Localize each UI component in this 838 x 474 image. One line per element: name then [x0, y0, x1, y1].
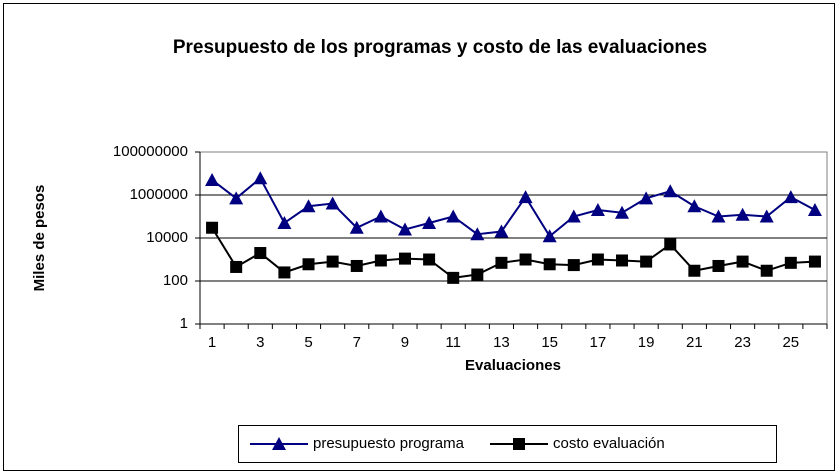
data-point: [640, 255, 653, 268]
data-point: [543, 258, 556, 271]
data-point: [301, 199, 316, 213]
x-tick-label: 21: [686, 334, 703, 351]
x-tick-label: 9: [401, 334, 409, 351]
data-point: [687, 199, 702, 213]
data-point: [519, 253, 532, 266]
x-tick-label: 11: [445, 334, 461, 351]
data-point: [542, 229, 557, 243]
data-point: [807, 203, 822, 217]
data-point: [688, 264, 701, 277]
data-point: [422, 215, 437, 229]
data-point: [397, 222, 412, 236]
data-point: [206, 221, 219, 234]
data-point: [663, 184, 678, 198]
x-tick-label: 15: [541, 334, 558, 351]
data-point: [254, 247, 267, 260]
x-tick-label: 5: [304, 334, 312, 351]
data-point: [230, 260, 243, 273]
y-tick-label: 100: [163, 272, 188, 289]
data-point: [423, 253, 436, 266]
data-point: [784, 256, 797, 269]
data-point: [326, 255, 339, 268]
data-point: [711, 209, 726, 223]
x-tick-label: 7: [353, 334, 361, 351]
data-point: [591, 253, 604, 266]
data-point: [447, 271, 460, 284]
data-point: [229, 191, 244, 205]
y-tick-label: 100000000: [113, 143, 188, 160]
x-tick-label: 23: [734, 334, 751, 351]
data-point: [759, 209, 774, 223]
x-tick-label: 17: [590, 334, 607, 351]
data-point: [470, 227, 485, 241]
data-point: [325, 196, 340, 210]
chart-title: Presupuesto de los programas y costo de …: [172, 37, 708, 58]
data-point: [398, 252, 411, 265]
data-point: [590, 203, 605, 217]
data-point: [374, 254, 387, 267]
y-tick-label: 1000000: [130, 186, 188, 203]
data-point: [664, 238, 677, 251]
y-tick-label: 1: [180, 315, 188, 332]
x-tick-label: 3: [256, 334, 264, 351]
data-point: [302, 258, 315, 271]
legend-marker: [513, 438, 525, 450]
data-point: [518, 190, 533, 204]
data-point: [349, 220, 364, 234]
legend-label: presupuesto programa: [313, 435, 465, 452]
data-point: [760, 264, 773, 277]
data-point: [446, 209, 461, 223]
data-point: [373, 209, 388, 223]
data-point: [205, 172, 220, 186]
data-point: [808, 255, 821, 268]
x-tick-label: 1: [208, 334, 216, 351]
data-point: [567, 259, 580, 272]
x-tick-label: 19: [638, 334, 655, 351]
x-axis-label: Evaluaciones: [465, 357, 561, 374]
data-point: [471, 268, 484, 281]
data-point: [616, 254, 629, 267]
data-point: [277, 215, 292, 229]
data-point: [350, 259, 363, 272]
data-point: [278, 266, 291, 279]
legend-label: costo evaluación: [553, 435, 665, 452]
data-point: [566, 209, 581, 223]
data-point: [712, 259, 725, 272]
x-tick-label: 25: [782, 334, 799, 351]
legend-marker: [272, 437, 286, 450]
data-point: [736, 255, 749, 268]
data-point: [783, 190, 798, 204]
series-line: [211, 176, 816, 238]
y-tick-label: 10000: [146, 229, 188, 246]
data-point: [615, 205, 630, 219]
y-axis-label: Miles de pesos: [31, 185, 48, 292]
data-point: [495, 256, 508, 269]
data-point: [735, 207, 750, 221]
data-point: [253, 171, 268, 185]
data-point: [494, 224, 509, 238]
data-point: [639, 191, 654, 205]
x-tick-label: 13: [493, 334, 510, 351]
